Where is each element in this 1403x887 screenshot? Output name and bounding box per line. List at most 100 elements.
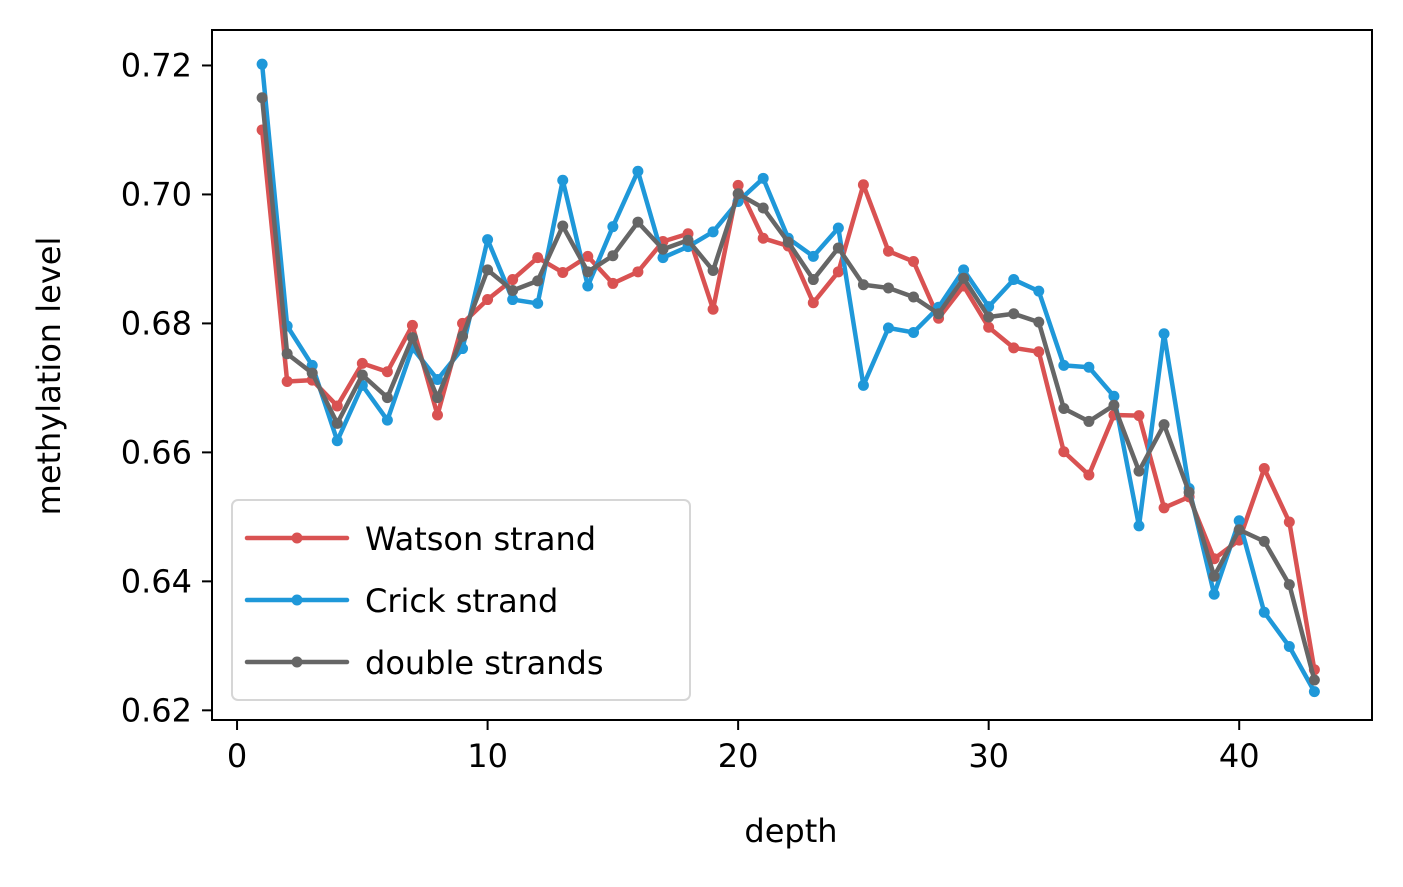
legend-box	[231, 499, 691, 701]
series-2-point	[557, 174, 569, 186]
series-1-point	[557, 266, 569, 278]
series-3-point	[657, 243, 669, 255]
series-2-point	[582, 280, 594, 292]
series-3-point	[1083, 415, 1095, 427]
series-2-point	[507, 294, 519, 306]
series-2-point	[532, 297, 544, 309]
series-3-point	[682, 234, 694, 246]
legend-swatch-marker	[291, 594, 303, 606]
y-tick-label: 0.62	[121, 691, 192, 729]
series-2-point	[757, 172, 769, 184]
series-2-point	[832, 222, 844, 234]
series-3-point	[607, 250, 619, 262]
series-3-point	[908, 291, 920, 303]
series-3-point	[1308, 674, 1320, 686]
series-3-point	[1208, 570, 1220, 582]
series-2-point	[1033, 285, 1045, 297]
series-3-point	[507, 285, 519, 297]
series-2-point	[256, 58, 268, 70]
series-3-point	[707, 265, 719, 277]
series-2-point	[331, 435, 343, 447]
series-1-point	[1008, 342, 1020, 354]
series-3-point	[482, 264, 494, 276]
series-3-point	[381, 392, 393, 404]
series-1-point	[331, 400, 343, 412]
series-3-point	[1183, 486, 1195, 498]
series-3-point	[732, 188, 744, 200]
series-3-point	[983, 311, 995, 323]
series-3-point	[1033, 316, 1045, 328]
legend-swatch-marker	[291, 532, 303, 544]
series-2-point	[857, 379, 869, 391]
series-3-point	[306, 367, 318, 379]
series-3-point	[1233, 524, 1245, 536]
series-2-point	[1258, 606, 1270, 618]
series-1-point	[857, 179, 869, 191]
series-3-point	[356, 369, 368, 381]
series-1-point	[882, 245, 894, 257]
series-3-point	[431, 392, 443, 404]
series-2-point	[707, 226, 719, 238]
y-tick-label: 0.70	[121, 175, 192, 213]
series-1-point	[356, 357, 368, 369]
series-2-point	[807, 250, 819, 262]
series-2-point	[607, 221, 619, 233]
y-tick-label: 0.68	[121, 304, 192, 342]
series-1-point	[732, 179, 744, 191]
series-1-point	[507, 274, 519, 286]
series-2-point	[958, 264, 970, 276]
series-2-point	[657, 252, 669, 264]
series-1-point	[1058, 446, 1070, 458]
x-tick-label: 10	[467, 737, 508, 775]
series-2-point	[908, 326, 920, 338]
plot-frame	[211, 29, 1373, 721]
legend-label: double strands	[365, 644, 603, 682]
legend-swatch-marker	[291, 656, 303, 668]
series-3-point	[857, 279, 869, 291]
series-3-point	[1008, 308, 1020, 320]
series-1-point	[908, 256, 920, 267]
series-1-point	[607, 277, 619, 289]
series-1-point	[832, 266, 844, 278]
series-1-point	[1083, 469, 1095, 481]
series-1-point	[807, 297, 819, 309]
series-3-point	[807, 274, 819, 286]
series-2-point	[1233, 515, 1245, 527]
x-tick-label: 30	[968, 737, 1009, 775]
y-axis-title: methylation level	[30, 237, 68, 516]
series-1-point	[983, 321, 995, 333]
series-1-point	[707, 303, 719, 315]
series-3-point	[1108, 399, 1120, 411]
series-1-point	[582, 250, 594, 262]
series-2-point	[381, 414, 393, 426]
x-axis-title: depth	[744, 812, 837, 850]
x-tick-label: 40	[1219, 737, 1260, 775]
legend-label: Crick strand	[365, 582, 558, 620]
series-1-point	[381, 366, 393, 378]
series-3-point	[757, 202, 769, 214]
series-3-point	[632, 216, 644, 228]
series-3-point	[1258, 535, 1270, 547]
series-1-point	[1258, 463, 1270, 474]
x-tick-label: 0	[227, 737, 247, 775]
series-3-point	[1133, 465, 1145, 477]
series-1-point	[1033, 346, 1045, 358]
series-1-point	[1158, 502, 1170, 514]
series-2-point	[1208, 588, 1220, 600]
series-1-point	[482, 294, 494, 306]
legend-label: Watson strand	[365, 520, 596, 558]
y-tick-label: 0.64	[121, 562, 192, 600]
series-3-point	[958, 272, 970, 284]
series-3-point	[457, 330, 469, 342]
series-3-point	[557, 220, 569, 232]
series-1-point	[281, 375, 293, 387]
x-tick-label: 20	[718, 737, 759, 775]
series-2-point	[632, 165, 644, 177]
series-3-point	[1158, 419, 1170, 431]
series-2-point	[1308, 686, 1320, 698]
series-1-point	[532, 252, 544, 264]
series-1-point	[406, 319, 418, 331]
series-3-point	[256, 92, 268, 104]
